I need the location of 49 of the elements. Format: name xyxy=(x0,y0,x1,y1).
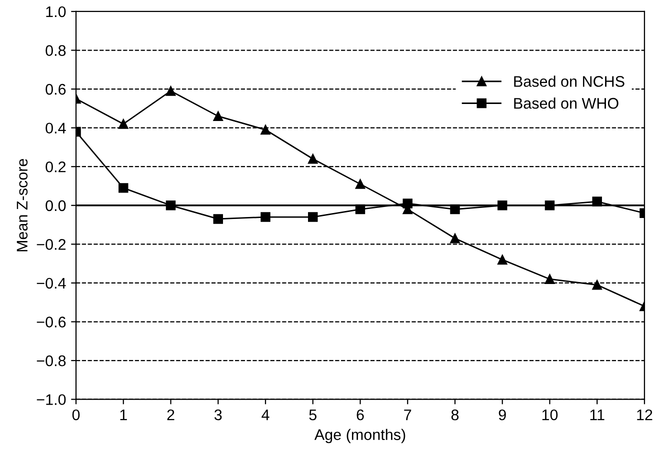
y-tick-label: −0.2 xyxy=(36,239,66,250)
point xyxy=(592,196,602,206)
point xyxy=(544,200,555,210)
x-tick-label: 12 xyxy=(637,409,652,420)
point xyxy=(450,204,460,214)
x-tick-label: 1 xyxy=(120,410,127,420)
x-tick-label: 7 xyxy=(404,410,412,420)
y-axis-title: Mean Z-score xyxy=(16,158,28,252)
point xyxy=(450,234,460,244)
x-tick-label: 2 xyxy=(167,409,174,420)
point xyxy=(166,86,176,96)
point xyxy=(118,183,128,193)
point xyxy=(213,111,223,122)
point xyxy=(260,124,270,135)
y-tick-label: −1.0 xyxy=(36,394,66,406)
y-tick-label: 0.8 xyxy=(46,45,66,56)
y-tick-label: −0.8 xyxy=(36,355,66,366)
y-tick-label: 0.4 xyxy=(46,122,66,134)
x-tick-label: 9 xyxy=(498,409,506,420)
y-tick-label: 0.6 xyxy=(46,84,66,95)
point xyxy=(260,212,270,222)
legend-label: Based on WHO xyxy=(514,98,618,109)
point xyxy=(592,280,602,290)
x-axis-title: Age (months) xyxy=(314,428,406,444)
x-tick-label: 5 xyxy=(309,410,316,420)
x-tick-label: 11 xyxy=(590,410,604,420)
point xyxy=(308,212,318,222)
point xyxy=(402,198,412,208)
x-tick-label: 3 xyxy=(214,409,222,420)
point xyxy=(498,254,508,265)
point xyxy=(355,204,366,214)
x-tick-label: 10 xyxy=(542,409,558,420)
point xyxy=(308,154,318,164)
x-tick-label: 8 xyxy=(451,409,459,420)
x-tick-label: 0 xyxy=(72,409,80,420)
point xyxy=(213,214,223,224)
y-tick-label: 1.0 xyxy=(46,6,66,18)
point xyxy=(166,200,176,210)
x-tick-label: 4 xyxy=(262,410,270,420)
y-tick-label: −0.6 xyxy=(36,316,66,328)
point xyxy=(498,200,508,210)
point xyxy=(355,179,366,189)
point xyxy=(118,119,128,129)
point xyxy=(544,274,555,284)
y-tick-label: 0.2 xyxy=(46,161,66,172)
y-tick-label: 0.0 xyxy=(46,200,66,212)
legend-label: Based on NCHS xyxy=(514,76,624,87)
y-tick-label: −0.4 xyxy=(36,278,66,289)
x-tick-label: 6 xyxy=(356,409,364,420)
